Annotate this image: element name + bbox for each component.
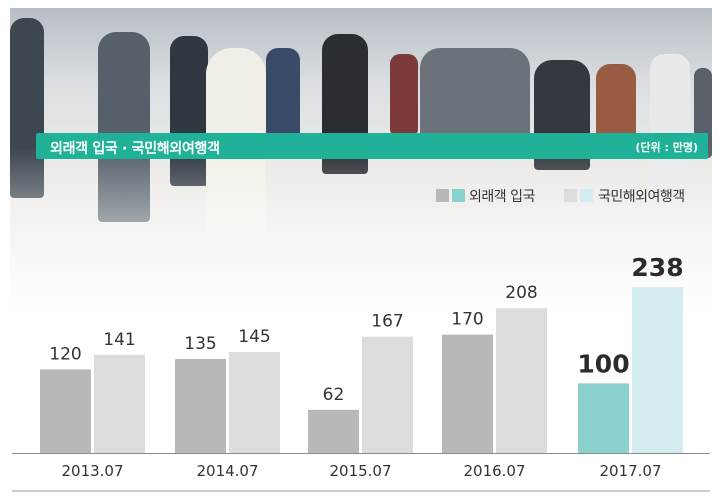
- bar-inbound-2015.07: [308, 409, 359, 453]
- chart-title: 외래객 입국 · 국민해외여행객: [50, 141, 220, 157]
- unit-label: (단위 : 만명): [635, 141, 698, 154]
- bar-outbound-2015.07: [362, 336, 413, 453]
- bar-outbound-2013.07: [94, 354, 145, 453]
- value-label-outbound-2014.07: 145: [238, 327, 270, 347]
- x-tick-label: 2016.07: [463, 462, 525, 480]
- bar-outbound-2017.07: [632, 287, 683, 453]
- value-label-outbound-2013.07: 141: [103, 330, 135, 350]
- bar-inbound-2014.07: [175, 358, 226, 453]
- x-tick-label: 2015.07: [329, 462, 391, 480]
- x-tick-label: 2013.07: [61, 462, 123, 480]
- person-silhouette: [596, 64, 636, 144]
- value-label-outbound-2017.07: 238: [631, 253, 683, 282]
- legend-label-inbound: 외래객 입국: [469, 189, 535, 205]
- value-label-inbound-2013.07: 120: [49, 344, 81, 364]
- x-tick-label: 2014.07: [196, 462, 258, 480]
- bar-outbound-2014.07: [229, 352, 280, 453]
- value-label-inbound-2014.07: 135: [184, 334, 216, 354]
- bar-outbound-2016.07: [496, 308, 547, 453]
- legend-swatch-inbound-gray: [436, 189, 449, 202]
- title-bar: 외래객 입국 · 국민해외여행객 (단위 : 만명): [36, 133, 708, 159]
- x-tick-label: 2017.07: [599, 462, 661, 480]
- person-silhouette: [390, 54, 418, 134]
- photo-fade: [10, 148, 712, 338]
- bar-inbound-2013.07: [40, 369, 91, 453]
- bar-inbound-2016.07: [442, 334, 493, 453]
- value-label-inbound-2016.07: 170: [451, 310, 483, 330]
- legend-label-outbound: 국민해외여행객: [598, 189, 685, 205]
- legend-swatch-inbound-teal: [452, 189, 465, 202]
- legend-swatch-outbound-teal: [580, 189, 593, 202]
- legend-swatch-outbound-gray: [564, 189, 577, 202]
- crowd: [420, 48, 530, 138]
- bar-inbound-2017.07: [578, 383, 629, 453]
- value-label-outbound-2016.07: 208: [505, 283, 537, 303]
- value-label-inbound-2017.07: 100: [577, 349, 629, 378]
- value-label-inbound-2015.07: 62: [323, 385, 345, 405]
- value-label-outbound-2015.07: 167: [371, 312, 403, 332]
